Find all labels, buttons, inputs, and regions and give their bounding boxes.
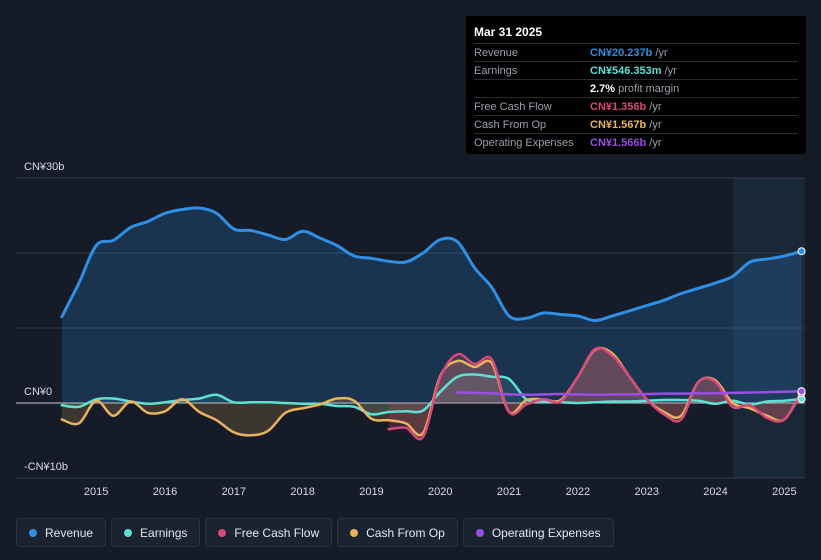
- tooltip-row-opex: Operating Expenses CN¥1.566b /yr: [474, 134, 798, 151]
- x-tick-label: 2017: [222, 486, 246, 498]
- legend-label: Free Cash Flow: [234, 525, 320, 540]
- x-tick-label: 2024: [703, 486, 727, 498]
- cfo-dot-icon: [350, 528, 359, 537]
- legend-item-earnings[interactable]: Earnings: [111, 518, 201, 547]
- x-tick-label: 2023: [634, 486, 658, 498]
- x-tick-label: 2025: [772, 486, 796, 498]
- tooltip-suffix: /yr: [664, 65, 677, 77]
- tooltip-suffix: profit margin: [618, 83, 680, 95]
- end-markers: [797, 247, 806, 403]
- legend-label: Revenue: [45, 525, 94, 540]
- tooltip-suffix: /yr: [655, 47, 668, 59]
- legend-label: Operating Expenses: [491, 525, 601, 540]
- revenue-area: [61, 207, 802, 403]
- x-axis-labels: 2015 2016 2017 2018 2019 2020 2021 2022 2023 2024…: [84, 486, 797, 498]
- earnings-dot-icon: [124, 528, 133, 537]
- revenue-end-point: [797, 247, 806, 256]
- fcf-line: [387, 346, 803, 441]
- x-tick-label: 2019: [359, 486, 383, 498]
- fcf-dot-icon: [218, 528, 227, 537]
- y-tick-label: -CN¥10b: [24, 461, 68, 473]
- revenue-dot-icon: [29, 528, 37, 537]
- opex-dot-icon: [475, 528, 484, 537]
- legend-item-revenue[interactable]: Revenue: [16, 518, 107, 547]
- area-fills: [61, 207, 802, 440]
- chart-legend: Revenue Earnings Free Cash Flow Cash Fro…: [16, 518, 614, 547]
- x-tick-label: 2016: [153, 486, 177, 498]
- tooltip-date: Mar 31 2025: [474, 24, 798, 44]
- tooltip-suffix: /yr: [649, 119, 662, 131]
- legend-item-opex[interactable]: Operating Expenses: [462, 518, 614, 547]
- legend-item-cfo[interactable]: Cash From Op: [337, 518, 458, 547]
- series-lines: [60, 206, 804, 441]
- tooltip-row-revenue: Revenue CN¥20.237b /yr: [474, 44, 798, 62]
- tooltip-row-earnings: Earnings CN¥546.353m /yr: [474, 62, 798, 80]
- x-tick-label: 2022: [566, 486, 590, 498]
- legend-label: Cash From Op: [366, 525, 445, 540]
- revenue-line: [60, 206, 804, 322]
- legend-item-fcf[interactable]: Free Cash Flow: [205, 518, 333, 547]
- fcf-area: [388, 347, 802, 440]
- tooltip-label: Cash From Op: [474, 119, 547, 131]
- x-tick-label: 2015: [84, 486, 108, 498]
- opex-line: [456, 390, 803, 397]
- tooltip-label: Revenue: [474, 47, 519, 59]
- cfo-area: [61, 348, 802, 436]
- opex-end-point: [797, 387, 806, 396]
- tooltip-value: CN¥1.567b: [590, 119, 647, 131]
- y-tick-label: CN¥30b: [24, 161, 64, 173]
- y-axis-labels: CN¥30b CN¥0 -CN¥10b: [24, 161, 68, 473]
- tooltip-row-margin: 2.7% profit margin: [474, 80, 798, 98]
- tooltip-value: 2.7%: [590, 83, 616, 95]
- legend-label: Earnings: [140, 525, 188, 540]
- tooltip-label: Operating Expenses: [474, 137, 574, 149]
- tooltip-label: Earnings: [474, 65, 518, 77]
- tooltip-value: CN¥20.237b: [590, 47, 653, 59]
- tooltip-label-empty: [474, 81, 590, 97]
- x-tick-label: 2020: [428, 486, 452, 498]
- tooltip-value: CN¥1.566b: [590, 137, 647, 149]
- x-tick-label: 2021: [497, 486, 521, 498]
- tooltip-row-fcf: Free Cash Flow CN¥1.356b /yr: [474, 98, 798, 116]
- tooltip-suffix: /yr: [649, 101, 662, 113]
- tooltip-suffix: /yr: [649, 137, 662, 149]
- tooltip-label: Free Cash Flow: [474, 101, 552, 113]
- y-tick-label: CN¥0: [24, 386, 52, 398]
- data-tooltip: Mar 31 2025 Revenue CN¥20.237b /yr Earni…: [466, 16, 806, 154]
- tooltip-value: CN¥1.356b: [590, 101, 647, 113]
- tooltip-row-cfo: Cash From Op CN¥1.567b /yr: [474, 116, 798, 134]
- tooltip-value: CN¥546.353m: [590, 65, 662, 77]
- x-tick-label: 2018: [290, 486, 314, 498]
